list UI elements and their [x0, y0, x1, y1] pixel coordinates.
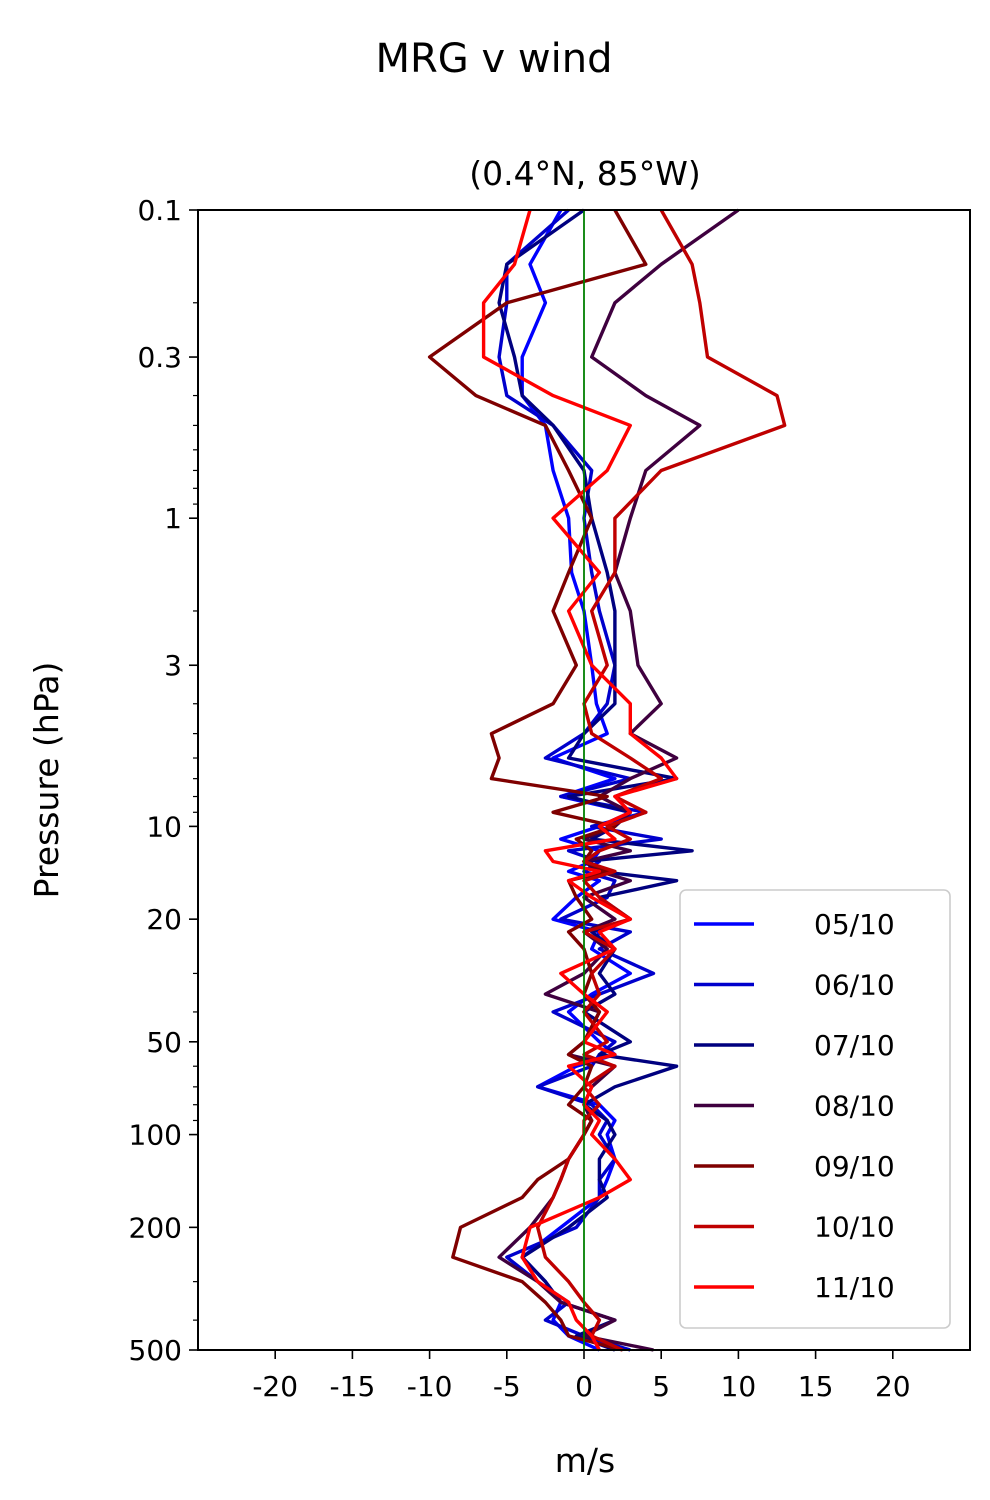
- y-tick-label: 500: [129, 1334, 182, 1367]
- x-tick-label: -10: [407, 1370, 453, 1403]
- chart-title: MRG v wind: [376, 36, 613, 82]
- x-tick-label: -15: [330, 1370, 376, 1403]
- legend-label: 08/10: [814, 1090, 895, 1123]
- legend-label: 07/10: [814, 1029, 895, 1062]
- y-tick-label: 200: [129, 1211, 182, 1244]
- y-tick-label: 0.1: [137, 194, 182, 227]
- y-axis: 0.1 0.3 1 3 10 20 50 100 200 500: [129, 194, 198, 1367]
- plot-area: -20 -15 -10 -5 0 5 10 15 20 0.1 0.3 1 3 10 20 50 100 200…: [129, 194, 971, 1403]
- legend-label: 09/10: [814, 1150, 895, 1183]
- legend-label: 10/10: [814, 1211, 895, 1244]
- x-tick-label: -20: [252, 1370, 298, 1403]
- y-tick-label: 3: [164, 649, 182, 682]
- y-tick-label: 100: [129, 1119, 182, 1152]
- legend-box: [679, 889, 951, 1329]
- x-tick-label: -5: [493, 1370, 521, 1403]
- y-axis-label: Pressure (hPa): [27, 662, 66, 899]
- legend: 05/10 06/10 07/10 08/10 09/10 10/10 11/10: [679, 889, 951, 1329]
- x-tick-label: 10: [721, 1370, 757, 1403]
- x-tick-label: 0: [575, 1370, 593, 1403]
- x-tick-label: 15: [798, 1370, 834, 1403]
- y-tick-label: 50: [146, 1026, 182, 1059]
- legend-label: 05/10: [814, 908, 895, 941]
- series-line-5: [427, 209, 648, 1352]
- x-tick-label: 20: [875, 1370, 911, 1403]
- x-axis-label: m/s: [555, 1441, 615, 1480]
- x-tick-label: 5: [652, 1370, 670, 1403]
- y-tick-label: 10: [146, 810, 182, 843]
- y-tick-label: 1: [164, 502, 182, 535]
- chart-subtitle: (0.4°N, 85°W): [469, 154, 701, 193]
- series-line-7: [481, 209, 679, 1351]
- x-axis: -20 -15 -10 -5 0 5 10 15 20: [252, 1350, 911, 1403]
- legend-label: 06/10: [814, 969, 895, 1002]
- y-tick-label: 0.3: [137, 341, 182, 374]
- series-line-6: [536, 209, 787, 1352]
- legend-label: 11/10: [814, 1271, 895, 1304]
- y-tick-label: 20: [146, 903, 182, 936]
